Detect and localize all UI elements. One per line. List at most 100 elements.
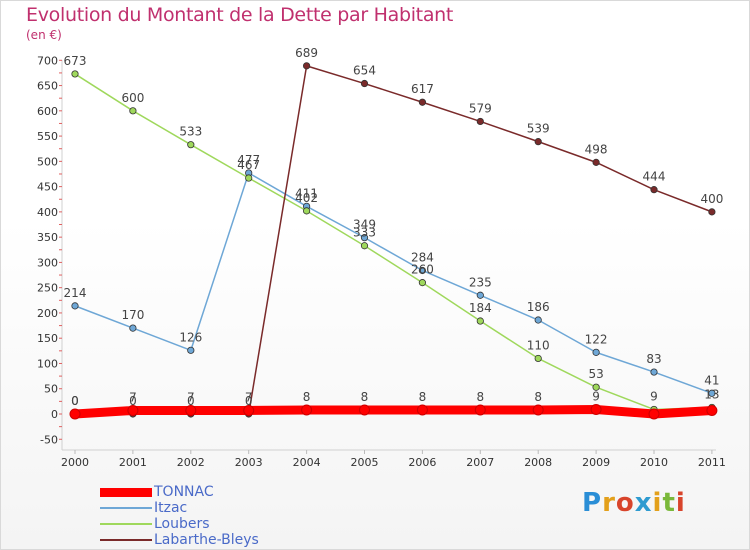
series-line — [74, 73, 713, 411]
data-point — [187, 141, 195, 149]
data-point — [476, 317, 484, 325]
data-point — [243, 404, 255, 416]
data-label: 284 — [411, 250, 434, 264]
data-point — [360, 79, 369, 88]
data-label: 444 — [643, 170, 666, 184]
data-label: 689 — [295, 46, 318, 60]
data-label: 333 — [353, 226, 376, 240]
data-label: 654 — [353, 64, 376, 78]
data-point — [71, 70, 79, 78]
data-point — [418, 266, 426, 275]
data-point — [476, 291, 484, 299]
data-label: 349 — [353, 218, 376, 232]
series-line — [74, 172, 713, 395]
data-point — [416, 404, 428, 416]
data-label: 539 — [527, 122, 550, 136]
data-point — [650, 368, 658, 376]
data-label: 467 — [237, 158, 260, 172]
data-label: 7 — [187, 390, 195, 404]
data-point — [706, 404, 718, 416]
data-label: 13 — [704, 387, 719, 401]
y-tick-label: 650 — [37, 80, 58, 93]
data-point — [476, 117, 484, 126]
data-label: 0 — [245, 394, 253, 408]
y-tick-label: 350 — [37, 231, 58, 244]
y-tick-label: 0 — [51, 408, 58, 421]
data-label: 214 — [64, 286, 87, 300]
series-line — [74, 65, 713, 415]
data-label: 0 — [71, 394, 79, 408]
data-point — [359, 404, 370, 416]
data-point — [532, 404, 544, 416]
data-point — [534, 138, 542, 146]
data-point — [534, 316, 542, 324]
y-tick-label: 150 — [37, 332, 58, 345]
data-point — [360, 242, 369, 250]
data-label: 7 — [245, 390, 253, 404]
x-tick-label: 2009 — [582, 456, 610, 469]
logo-letter: P — [582, 488, 603, 518]
data-label: 7 — [129, 390, 137, 404]
data-label: 8 — [419, 390, 427, 404]
x-tick-label: 2005 — [351, 456, 379, 469]
data-label: 402 — [295, 191, 318, 205]
data-label: 126 — [179, 330, 202, 344]
logo-letter: x — [634, 488, 653, 518]
data-label: 0 — [129, 394, 137, 408]
y-tick-label: 250 — [37, 282, 58, 295]
data-label: 122 — [585, 332, 608, 346]
data-label: 411 — [295, 186, 318, 200]
legend-swatch — [100, 488, 152, 497]
data-label: 498 — [585, 142, 608, 156]
x-tick-label: 2000 — [61, 456, 89, 469]
data-label: 400 — [700, 192, 723, 206]
data-label: 184 — [469, 301, 492, 315]
legend-swatch — [100, 523, 152, 525]
y-tick-label: 450 — [37, 181, 58, 194]
x-tick-label: 2011 — [698, 456, 726, 469]
data-point — [187, 346, 195, 354]
chart-unit-label: (en €) — [26, 28, 62, 42]
x-tick-label: 2007 — [466, 456, 494, 469]
data-label: 260 — [411, 263, 434, 277]
x-tick-label: 2002 — [177, 456, 205, 469]
data-label: 110 — [527, 338, 550, 352]
y-tick-label: 500 — [37, 155, 58, 168]
data-point — [245, 174, 253, 182]
data-label: 8 — [303, 390, 311, 404]
data-point — [360, 234, 369, 242]
data-point — [418, 98, 426, 106]
data-point — [592, 348, 600, 356]
data-label: 579 — [469, 101, 492, 115]
logo-letter: t — [662, 488, 676, 518]
legend-label: Labarthe-Bleys — [154, 532, 259, 548]
legend-label: Loubers — [154, 516, 210, 532]
data-label: 8 — [534, 390, 542, 404]
data-label: 41 — [704, 373, 719, 387]
y-tick-label: 50 — [44, 383, 58, 396]
logo-letter: o — [615, 488, 635, 518]
legend-swatch — [100, 507, 152, 509]
data-point — [129, 324, 137, 332]
y-tick-label: 400 — [37, 206, 58, 219]
data-point — [650, 186, 658, 194]
data-label: 477 — [237, 153, 260, 167]
data-label: 186 — [527, 300, 550, 314]
data-label: 8 — [476, 390, 484, 404]
data-label: 8 — [361, 390, 369, 404]
y-tick-label: 700 — [37, 54, 58, 67]
logo-letter: i — [675, 488, 686, 518]
data-label: 533 — [179, 125, 202, 139]
data-label: 170 — [121, 308, 144, 322]
x-tick-label: 2001 — [119, 456, 147, 469]
data-point — [474, 404, 486, 416]
y-tick-label: -50 — [40, 433, 58, 446]
data-label: 53 — [588, 367, 603, 381]
x-tick-label: 2006 — [408, 456, 436, 469]
legend-label: TONNAC — [154, 484, 214, 500]
x-tick-label: 2008 — [524, 456, 552, 469]
series-line — [70, 404, 717, 419]
